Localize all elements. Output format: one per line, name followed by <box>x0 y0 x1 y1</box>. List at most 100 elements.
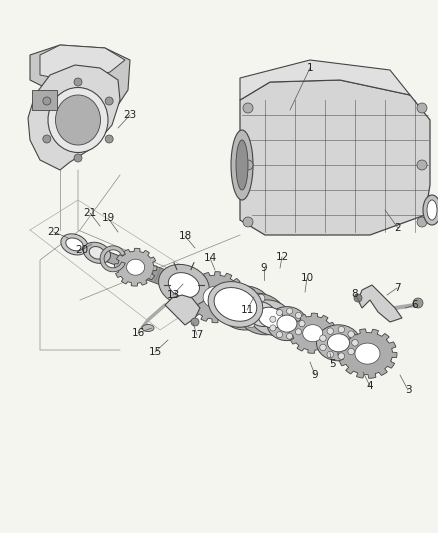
Circle shape <box>43 135 51 143</box>
Ellipse shape <box>236 140 248 190</box>
Text: 19: 19 <box>101 213 115 223</box>
Ellipse shape <box>61 234 88 255</box>
Circle shape <box>105 97 113 105</box>
Circle shape <box>413 298 423 308</box>
Circle shape <box>417 103 427 113</box>
Circle shape <box>43 97 51 105</box>
Circle shape <box>320 335 326 342</box>
Circle shape <box>191 318 199 326</box>
Circle shape <box>352 340 358 346</box>
Circle shape <box>257 294 265 302</box>
Ellipse shape <box>66 238 83 251</box>
Polygon shape <box>100 246 125 272</box>
Text: 17: 17 <box>191 330 204 340</box>
Circle shape <box>286 333 293 339</box>
Circle shape <box>235 288 243 296</box>
Ellipse shape <box>159 264 209 306</box>
Ellipse shape <box>214 288 257 321</box>
Ellipse shape <box>89 247 105 259</box>
Polygon shape <box>114 248 157 286</box>
Text: 1: 1 <box>307 63 313 73</box>
Circle shape <box>276 332 283 338</box>
Text: 22: 22 <box>47 227 60 237</box>
Circle shape <box>226 294 233 302</box>
Polygon shape <box>338 329 397 378</box>
Text: 12: 12 <box>276 252 289 262</box>
Text: 16: 16 <box>131 328 145 338</box>
Polygon shape <box>203 286 229 308</box>
Text: 9: 9 <box>261 263 267 273</box>
Polygon shape <box>30 45 130 105</box>
Circle shape <box>243 160 253 170</box>
Polygon shape <box>165 295 200 325</box>
Circle shape <box>247 320 255 328</box>
Bar <box>32 90 57 110</box>
Circle shape <box>327 351 333 358</box>
Polygon shape <box>66 237 392 367</box>
Circle shape <box>299 320 305 327</box>
Text: 10: 10 <box>300 273 314 283</box>
Circle shape <box>327 328 333 334</box>
Text: 7: 7 <box>394 283 400 293</box>
Text: 9: 9 <box>312 370 318 380</box>
Circle shape <box>276 310 283 316</box>
Text: 4: 4 <box>367 381 373 391</box>
Ellipse shape <box>267 306 307 341</box>
Text: 13: 13 <box>166 290 180 300</box>
Ellipse shape <box>142 325 154 332</box>
Text: 20: 20 <box>75 245 88 255</box>
Ellipse shape <box>83 242 110 263</box>
Circle shape <box>348 348 354 355</box>
Ellipse shape <box>328 334 350 352</box>
Ellipse shape <box>168 273 199 298</box>
Text: 6: 6 <box>412 300 418 310</box>
Polygon shape <box>127 259 145 275</box>
Text: 5: 5 <box>328 359 336 369</box>
Ellipse shape <box>427 200 437 220</box>
Ellipse shape <box>317 325 360 361</box>
Ellipse shape <box>277 315 297 332</box>
Polygon shape <box>289 313 336 353</box>
Circle shape <box>338 326 345 333</box>
Ellipse shape <box>219 286 271 330</box>
Circle shape <box>295 312 301 318</box>
Ellipse shape <box>48 87 108 152</box>
Ellipse shape <box>246 302 277 327</box>
Circle shape <box>222 304 230 312</box>
Circle shape <box>354 294 362 302</box>
Polygon shape <box>240 80 430 235</box>
Circle shape <box>417 160 427 170</box>
Circle shape <box>243 217 253 227</box>
Circle shape <box>261 304 268 312</box>
Circle shape <box>235 320 243 328</box>
Circle shape <box>270 325 276 331</box>
Circle shape <box>247 288 255 296</box>
Polygon shape <box>186 272 246 322</box>
Ellipse shape <box>258 307 283 328</box>
Text: 21: 21 <box>83 208 97 218</box>
Text: 18: 18 <box>178 231 192 241</box>
Text: 3: 3 <box>405 385 411 395</box>
Ellipse shape <box>236 293 286 335</box>
Circle shape <box>257 314 265 321</box>
Ellipse shape <box>56 95 100 145</box>
Circle shape <box>74 78 82 86</box>
Ellipse shape <box>423 195 438 225</box>
Circle shape <box>417 217 427 227</box>
Circle shape <box>338 353 345 359</box>
Ellipse shape <box>232 297 258 319</box>
Circle shape <box>105 135 113 143</box>
Text: 14: 14 <box>203 253 217 263</box>
Ellipse shape <box>231 130 253 200</box>
Text: 2: 2 <box>395 223 401 233</box>
Text: 23: 23 <box>124 110 137 120</box>
Circle shape <box>286 308 293 314</box>
Polygon shape <box>40 45 125 82</box>
Circle shape <box>270 316 276 322</box>
Circle shape <box>226 314 233 321</box>
Circle shape <box>348 331 354 337</box>
Polygon shape <box>146 264 206 300</box>
Text: 8: 8 <box>352 289 358 299</box>
Circle shape <box>243 103 253 113</box>
Text: 11: 11 <box>240 305 254 315</box>
